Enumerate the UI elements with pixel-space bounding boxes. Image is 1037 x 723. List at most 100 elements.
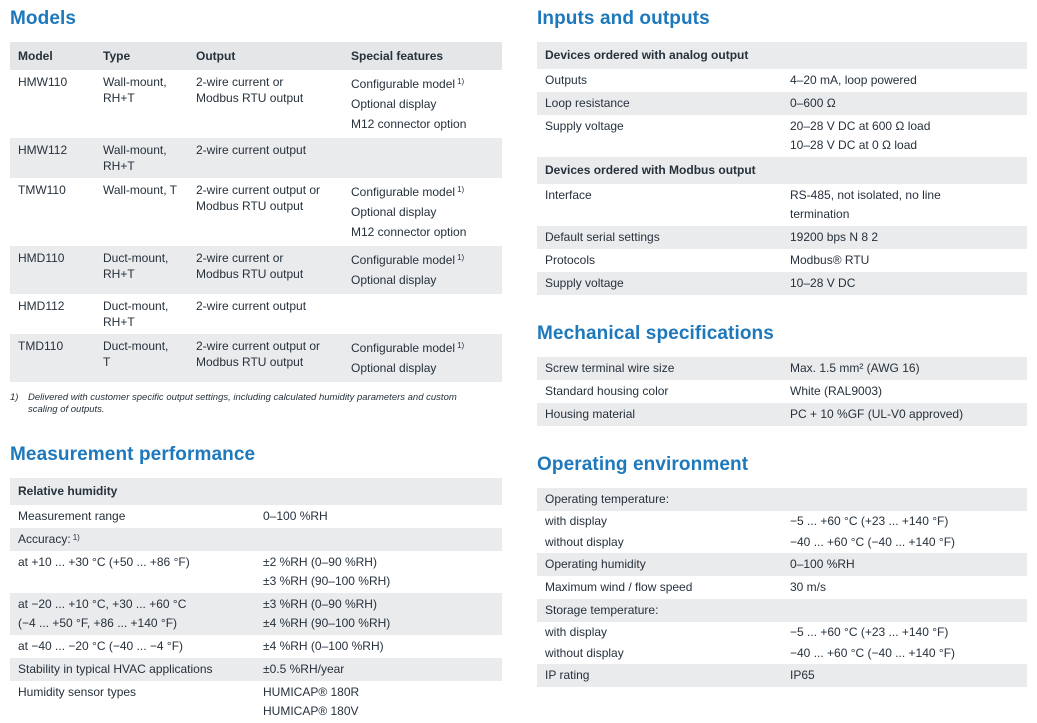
model-output-cell: 2-wire current or Modbus RTU output [196,250,351,290]
spec-value: 20–28 V DC at 600 Ω load 10–28 V DC at 0 … [790,117,1021,155]
text-line: Storage temperature: [545,603,659,617]
text-line: 2-wire current output [196,299,307,313]
text-line: RS-485, not isolated, no line [790,188,941,202]
text-line: 2-wire current output or [196,183,321,197]
text-line: −5 ... +60 °C (+23 ... +140 °F) [790,625,949,639]
spec-row: at +10 ... +30 °C (+50 ... +86 °F) ±2 %RH… [10,551,502,593]
text-line: termination [790,207,850,221]
spec-value: 10–28 V DC [790,274,1021,293]
text-line: Operating humidity [545,557,646,571]
model-output-cell: 2-wire current output or Modbus RTU outpu… [196,182,351,242]
model-type-cell: Duct-mount, RH+T [103,250,196,290]
text-line: RH+T [103,267,135,281]
section-title-inputs-outputs: Inputs and outputs [537,8,710,29]
text-line: HUMICAP® 180V [263,704,359,718]
spec-row: Loop resistance 0–600 Ω [537,92,1027,115]
text-line: Modbus RTU output [196,267,304,281]
text-line: Devices ordered with Modbus output [545,163,756,177]
text-line: RH+T [103,315,135,329]
text-line: at −40 ... −20 °C (−40 ... −4 °F) [18,639,184,653]
spec-value: IP65 [790,666,1021,685]
model-features-cell: Configurable model 1) Optional display M12 … [351,182,496,242]
models-column-header: Output [196,49,236,63]
text-line: Operating temperature: [545,492,670,506]
spec-label: Interface [545,186,790,224]
spec-section-header-row: Devices ordered with Modbus output [537,157,1027,184]
text-line: Optional display [351,273,437,287]
section-title-measurement-performance: Measurement performance [10,444,256,465]
text-line: HMD112 [18,299,65,313]
spec-section-header-row: Relative humidity [10,478,502,505]
text-line: Housing material [545,407,636,421]
text-line: White (RAL9003) [790,384,883,398]
spec-label: Standard housing color [545,382,790,401]
text-line: HMW112 [18,143,68,157]
model-name-cell: HMW110 [18,74,103,134]
text-line: −40 ... +60 °C (−40 ... +140 °F) [790,646,956,660]
text-line: Optional display [351,361,437,375]
models-column-header: Model [18,49,53,63]
model-type-cell: Wall-mount, RH+T [103,142,196,174]
spec-label: Measurement range [18,507,263,526]
spec-row: Outputs 4–20 mA, loop powered [537,69,1027,92]
spec-value: Max. 1.5 mm² (AWG 16) [790,359,1021,378]
measurement-performance-table: Relative humidity Measurement range 0–100 … [10,478,502,723]
spec-label: Screw terminal wire size [545,359,790,378]
spec-row: Humidity sensor types HUMICAP® 180R HUMICA… [10,681,502,723]
spec-row: without display −40 ... +60 °C (−40 ... +… [537,532,1027,553]
text-line: Optional display [351,205,437,219]
operating-environment-section: Operating environment Operating temperat… [537,454,1027,687]
model-features-cell [351,298,496,330]
text-line: Configurable model 1) [351,185,465,199]
spec-row: Interface RS-485, not isolated, no line te… [537,184,1027,226]
text-line: Duct-mount, [103,339,169,353]
text-line: Supply voltage [545,119,624,133]
text-line: Modbus® RTU [790,253,870,267]
spec-value [263,482,496,501]
spec-value: HUMICAP® 180R HUMICAP® 180V [263,683,496,721]
section-title-mechanical-specifications: Mechanical specifications [537,323,774,344]
spec-value: PC + 10 %GF (UL-V0 approved) [790,405,1021,424]
spec-label: Devices ordered with Modbus output [545,161,790,180]
text-line: Devices ordered with analog output [545,48,749,62]
spec-row: Stability in typical HVAC applications ±0… [10,658,502,681]
mechanical-specifications-section: Mechanical specifications Screw terminal… [537,323,1027,426]
text-line: Duct-mount, [103,251,169,265]
model-type-cell: Wall-mount, T [103,182,196,242]
text-line: IP rating [545,668,590,682]
spec-row: with display −5 ... +60 °C (+23 ... +140 … [537,511,1027,532]
model-type-cell: Duct-mount, T [103,338,196,378]
spec-label: Operating humidity [545,555,790,574]
text-line: ±3 %RH (90–100 %RH) [263,574,391,588]
text-line: Modbus RTU output [196,91,304,105]
text-line: Screw terminal wire size [545,361,675,375]
inputs-outputs-section: Inputs and outputs Devices ordered with … [537,8,1027,295]
model-features-cell [351,142,496,174]
text-line: Modbus RTU output [196,199,304,213]
models-table: Model Type Output Special features HMW110 Wa… [10,42,502,382]
spec-value: ±4 %RH (0–100 %RH) [263,637,496,656]
text-line: 4–20 mA, loop powered [790,73,917,87]
text-line: M12 connector option [351,117,467,131]
footnote-reference: 1) [457,185,465,194]
text-line: Interface [545,188,592,202]
text-line: Measurement range [18,509,126,523]
text-line: −40 ... +60 °C (−40 ... +140 °F) [790,535,956,549]
spec-value: −5 ... +60 °C (+23 ... +140 °F) [790,623,1021,642]
text-line: 0–600 Ω [790,96,836,110]
text-line: TMW110 [18,183,66,197]
spec-label: at +10 ... +30 °C (+50 ... +86 °F) [18,553,263,591]
footnote-reference: 1) [457,341,465,350]
spec-row: Supply voltage 20–28 V DC at 600 Ω load 10… [537,115,1027,157]
spec-value: 30 m/s [790,578,1021,597]
spec-label: Housing material [545,405,790,424]
section-title-models: Models [10,8,77,29]
model-name-cell: HMD110 [18,250,103,290]
text-line: M12 connector option [351,225,467,239]
spec-label: Default serial settings [545,228,790,247]
spec-label: Humidity sensor types [18,683,263,721]
spec-value [790,490,1021,509]
models-table-row: TMW110 Wall-mount, T 2-wire current output… [10,178,502,246]
mechanical-specifications-table: Screw terminal wire size Max. 1.5 mm² (AW… [537,357,1027,426]
models-column-header: Special features [351,49,444,63]
